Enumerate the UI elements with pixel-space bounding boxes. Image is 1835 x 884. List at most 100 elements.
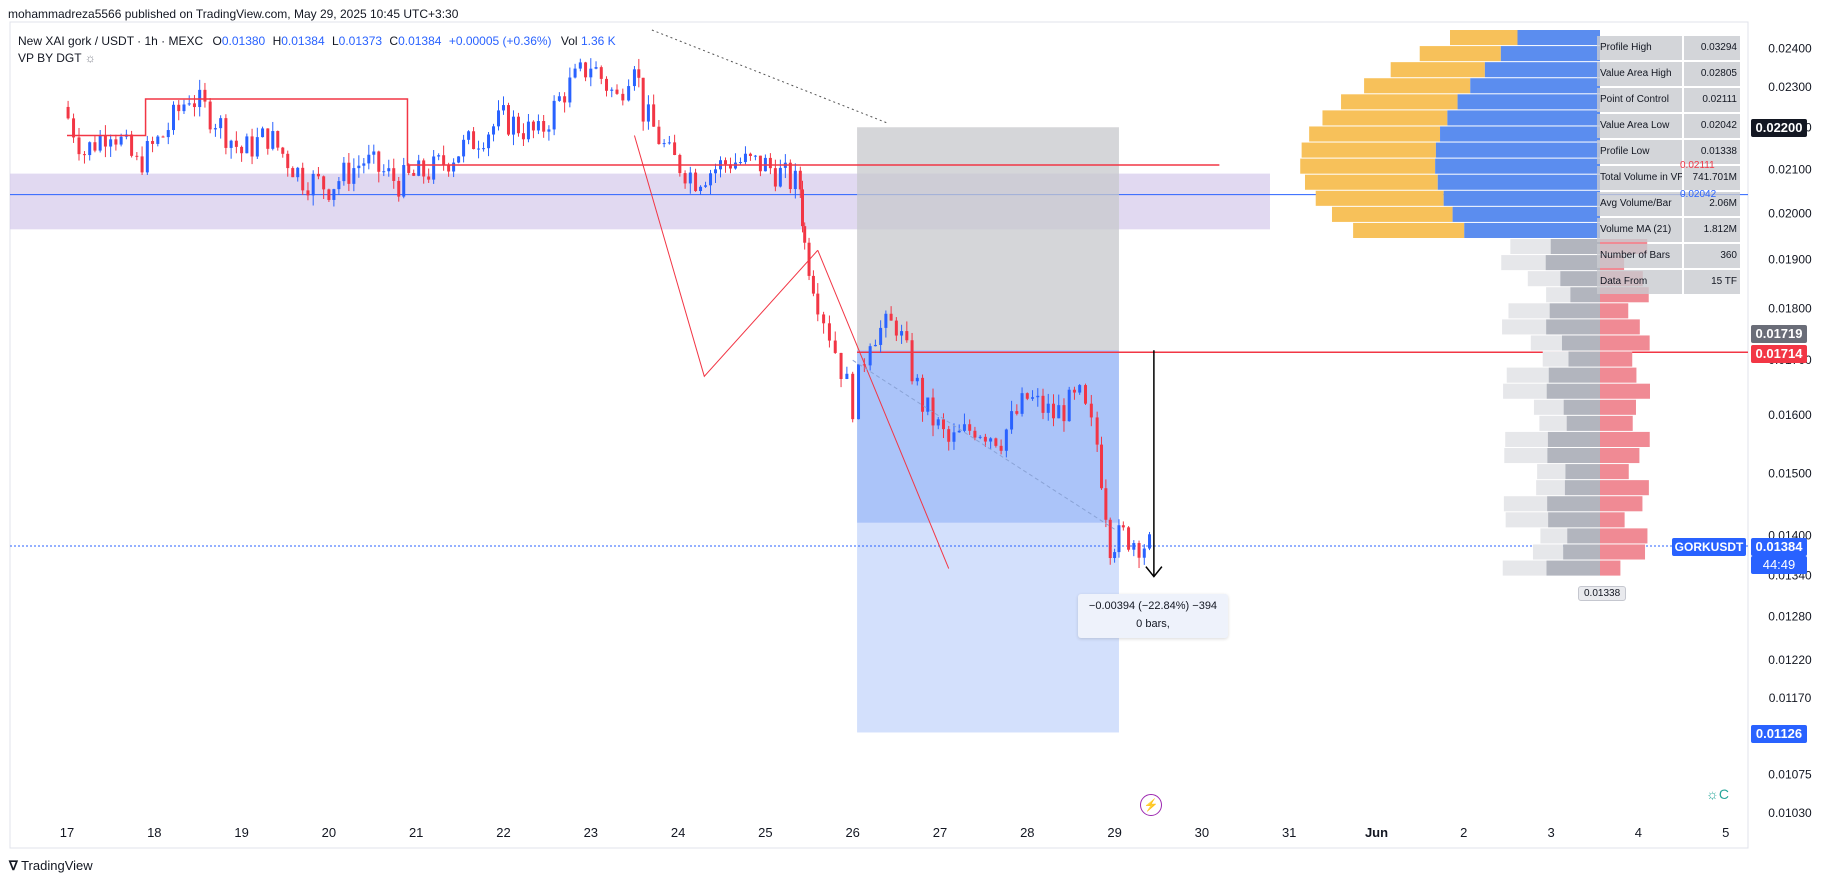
candle-body [412,172,416,176]
measure-tooltip: −0.00394 (−22.84%) −394 0 bars, [1078,594,1228,638]
candle-body [327,189,331,200]
profile-bar-delta [1600,351,1633,367]
candle-body [615,89,619,94]
symbol-name[interactable]: New XAI gork / USDT · 1h · MEXC [18,34,204,48]
candle-body [172,104,176,131]
profile-bar-sell [1331,206,1453,222]
time-tick-label: 3 [1547,825,1554,840]
time-tick-label: 28 [1020,825,1034,840]
poc-tag: 0.02111 [1680,160,1715,171]
candle-body [276,131,280,148]
price-tick-label: 0.02300 [1768,80,1812,94]
candle-body [1062,405,1066,422]
price-tick-label: 0.02400 [1768,42,1812,56]
candle-body [778,167,782,187]
candle-body [788,162,792,190]
candle-body [229,140,233,148]
profile-bar-buy [1570,287,1600,303]
candle-body [1084,385,1087,404]
candle-body [402,165,406,197]
profile-bar-sell [1450,30,1518,46]
settings-icon[interactable]: ☼ [84,51,96,65]
indicator-name[interactable]: VP BY DGT [18,51,82,65]
candle-body [1078,385,1082,393]
lightning-icon[interactable]: ⚡ [1140,794,1162,816]
price-tick-label: 0.01170 [1769,691,1812,705]
candle-body [999,445,1003,451]
symbol-ticker-badge[interactable]: GORKUSDT [1672,538,1746,556]
candle-body [407,165,411,173]
candle-body [156,136,160,144]
profile-bar-sell [1510,238,1551,255]
stats-row: Value Area Low 0.02042 [1597,114,1740,138]
stats-row: Volume MA (21) 1.812M [1597,218,1740,242]
profile-bar-buy [1437,174,1600,190]
profile-bar-sell [1353,222,1465,238]
candle-body [286,153,290,169]
candle-body [845,373,849,380]
profile-bar-delta [1600,464,1629,480]
stats-row: Point of Control 0.02111 [1597,88,1740,112]
position-risk-zone [857,127,1119,351]
stats-value: 0.03294 [1684,36,1740,60]
candle-body [621,93,625,101]
time-tick-label: 26 [845,825,859,840]
sun-icon[interactable]: ☼C [1706,786,1729,802]
profile-bar-sell [1542,351,1569,367]
candle-body [66,106,70,119]
profile-bar-delta [1600,367,1637,383]
candle-body [889,313,893,321]
profile-bar-buy [1470,78,1600,94]
candle-body [255,137,259,157]
profile-bar-sell [1503,496,1548,512]
stats-value: 0.02805 [1684,62,1740,86]
stats-row: Value Area High 0.02805 [1597,62,1740,86]
candle-body [467,131,471,140]
candle-body [337,181,341,190]
candle-body [704,185,708,187]
profile-bar-sell [1540,528,1568,544]
dotted-trendline [651,29,888,124]
candle-body [1020,393,1024,414]
indicator-legend[interactable]: VP BY DGT ☼ [18,51,96,65]
candle-body [657,126,661,145]
candle-body [432,156,436,180]
candle-body [632,69,636,87]
candle-body [1104,488,1108,520]
profile-bar-buy [1565,464,1600,480]
profile-bar-buy [1546,319,1600,335]
candle-body [884,313,888,328]
profile-bar-sell [1532,544,1564,560]
candle-body [1072,389,1076,393]
footer-brand[interactable]: ∇ TradingView [9,858,93,874]
stats-row: Data From 15 TF [1597,270,1740,294]
candle-body [637,69,641,78]
candle-body [492,126,496,135]
price-tick-label: 0.01220 [1768,653,1812,667]
candle-body [352,168,356,184]
candle-body [427,176,431,180]
profile-bar-sell [1309,126,1441,142]
candle-body [192,103,196,108]
candle-body [709,173,713,186]
candle-body [506,105,510,135]
profile-bar-buy [1547,496,1600,512]
candle-body [816,293,820,315]
symbol-legend[interactable]: New XAI gork / USDT · 1h · MEXC O0.01380… [18,34,616,48]
stats-label: Profile Low [1597,140,1683,164]
candle-body [531,121,535,131]
candle-body [542,121,546,132]
candle-body [1051,403,1055,419]
candle-body [271,131,275,149]
candle-body [610,89,614,91]
profile-bar-buy [1435,158,1600,174]
candle-body [1004,429,1008,451]
candle-body [563,96,567,103]
candle-body [387,168,391,172]
time-tick-label: 30 [1195,825,1209,840]
candle-body [578,62,582,69]
candle-body [77,137,81,155]
profile-bar-delta [1600,544,1646,560]
candle-body [873,344,877,347]
